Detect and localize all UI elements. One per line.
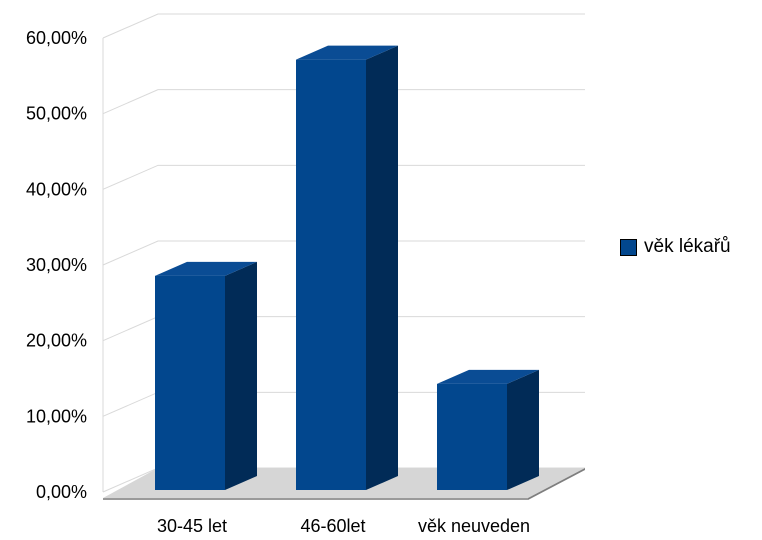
y-tick-label: 30,00% bbox=[26, 255, 87, 275]
grid-line bbox=[102, 13, 585, 39]
legend-swatch bbox=[620, 238, 637, 256]
floor-edge-side bbox=[528, 468, 585, 500]
x-category-label: věk neuveden bbox=[418, 516, 530, 536]
floor-edge-front bbox=[103, 498, 528, 500]
legend-label: věk lékařů bbox=[644, 236, 731, 257]
bars bbox=[155, 45, 539, 491]
legend: věk lékařů bbox=[620, 236, 731, 258]
y-axis-ticks: 0,00% 10,00% 20,00% 30,00% 40,00% 50,00% 60,00… bbox=[26, 28, 87, 502]
y-tick-label: 60,00% bbox=[26, 28, 87, 48]
x-category-label: 46-60let bbox=[300, 516, 365, 536]
grid-line bbox=[102, 89, 585, 115]
grid-line bbox=[102, 240, 585, 266]
bar-top bbox=[155, 261, 257, 276]
bar-side bbox=[366, 45, 398, 491]
bar bbox=[296, 45, 398, 491]
x-axis-labels: 30-45 let 46-60let věk neuveden bbox=[157, 516, 530, 536]
y-tick-label: 50,00% bbox=[26, 104, 87, 124]
bar bbox=[155, 261, 257, 490]
bar-side bbox=[225, 261, 257, 490]
bar-top bbox=[437, 369, 539, 384]
bar-front bbox=[155, 275, 225, 490]
bar-front bbox=[296, 59, 366, 491]
y-tick-label: 40,00% bbox=[26, 179, 87, 199]
bar bbox=[437, 369, 539, 490]
x-category-label: 30-45 let bbox=[157, 516, 227, 536]
y-tick-label: 0,00% bbox=[36, 482, 87, 502]
bar-side bbox=[507, 369, 539, 490]
y-tick-label: 10,00% bbox=[26, 406, 87, 426]
y-tick-label: 20,00% bbox=[26, 331, 87, 351]
grid-line bbox=[102, 164, 585, 190]
bar-top bbox=[296, 45, 398, 60]
bar-front bbox=[437, 383, 507, 490]
